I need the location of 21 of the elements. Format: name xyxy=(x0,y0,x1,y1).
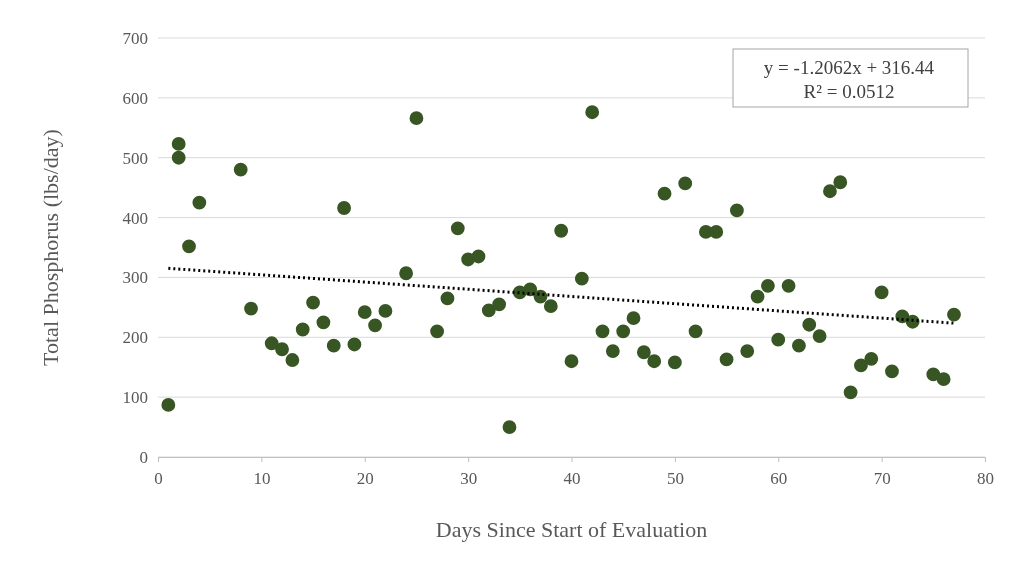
x-tick-label: 70 xyxy=(873,468,891,488)
y-tick-label: 500 xyxy=(122,148,148,168)
y-tick-label: 300 xyxy=(122,268,148,288)
x-tick-label: 40 xyxy=(563,468,581,488)
x-axis-title: Days Since Start of Evaluation xyxy=(435,517,708,542)
x-tick-label: 10 xyxy=(253,468,271,488)
y-tick-label: 700 xyxy=(122,28,148,48)
y-tick-label: 400 xyxy=(122,208,148,228)
y-tick-label: 0 xyxy=(139,447,148,467)
annotation: R² = 0.0512 xyxy=(803,81,895,102)
x-tick-label: 50 xyxy=(666,468,684,488)
y-tick-label: 100 xyxy=(122,388,148,408)
annotation: y = -1.2062x + 316.44 xyxy=(763,57,935,78)
x-tick-label: 0 xyxy=(154,468,163,488)
y-tick-label: 200 xyxy=(122,328,148,348)
x-tick-label: 80 xyxy=(977,468,994,488)
x-tick-label: 20 xyxy=(356,468,374,488)
x-tick-label: 60 xyxy=(770,468,788,488)
x-tick-label: 30 xyxy=(460,468,478,488)
y-tick-label: 600 xyxy=(122,88,148,108)
y-axis-title: Total Phosphorus (lbs/day) xyxy=(38,129,63,366)
